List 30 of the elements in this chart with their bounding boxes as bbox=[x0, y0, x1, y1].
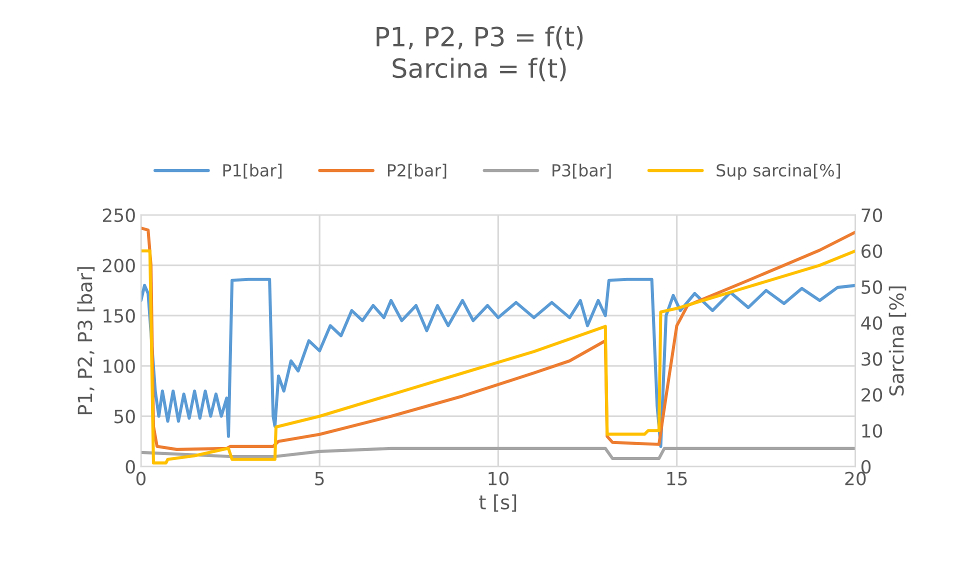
y2-tick-label: 0 bbox=[861, 460, 871, 474]
y2-tick-label: 10 bbox=[862, 424, 882, 438]
x-axis-title: t [s] bbox=[479, 494, 516, 512]
x-tick-label: 10 bbox=[488, 472, 508, 486]
y-axis-title: P1, P2, P3 [bar] bbox=[77, 267, 95, 414]
y-tick-label: 150 bbox=[104, 309, 135, 323]
y-tick-label: 50 bbox=[114, 410, 135, 424]
x-tick-label: 0 bbox=[136, 472, 146, 486]
chart-title: P1, P2, P3 = f(t) Sarcina = f(t) bbox=[376, 26, 583, 82]
line-series bbox=[140, 278, 856, 448]
legend-label: P2[bar] bbox=[388, 164, 446, 179]
x-tick-label: 15 bbox=[667, 472, 687, 486]
legend-label: P1[bar] bbox=[223, 164, 282, 179]
y2-tick-label: 50 bbox=[862, 280, 882, 294]
y2-tick-label: 70 bbox=[862, 208, 882, 222]
y2-tick-label: 40 bbox=[861, 316, 882, 330]
y-tick-label: 100 bbox=[104, 359, 135, 374]
y-tick-label: 0 bbox=[126, 460, 135, 474]
y2-axis-title: Sarcina [%] bbox=[888, 286, 906, 396]
y-tick-label: 200 bbox=[102, 258, 135, 272]
legend-label: P3[bar] bbox=[552, 164, 611, 179]
y2-tick-label: 60 bbox=[862, 244, 882, 258]
legend-label: Sup sarcina[%] bbox=[716, 164, 840, 180]
x-tick-label: 20 bbox=[845, 472, 866, 486]
y2-tick-label: 20 bbox=[862, 388, 882, 402]
y2-tick-label: 30 bbox=[862, 352, 882, 366]
y-tick-label: 250 bbox=[102, 208, 135, 222]
line-series bbox=[140, 249, 856, 464]
x-tick-label: 5 bbox=[315, 472, 324, 486]
line-series bbox=[140, 446, 856, 460]
